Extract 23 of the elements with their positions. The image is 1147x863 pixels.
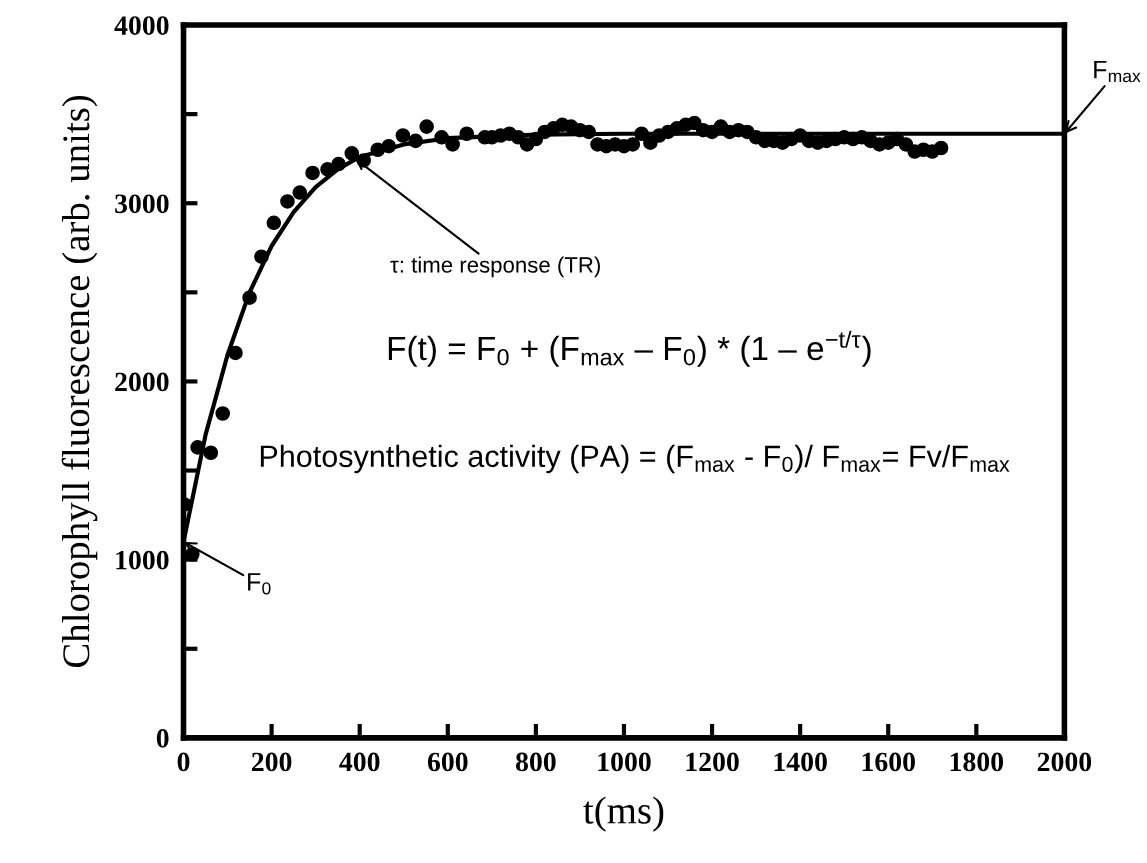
y-axis-title: Chlorophyll fluorescence (arb. units): [61, 95, 98, 668]
y-tick-label: 2000: [115, 372, 169, 392]
annotation: Photosynthetic activity (PA) = (F$_{max}$ - F$_{0}$)/ F$_{max}$= Fv/F$_{max}$: [260, 444, 1010, 474]
x-tick-label: 1000: [598, 752, 651, 772]
annotation: F$_{0}$: [248, 573, 271, 595]
x-tick-label: 1200: [686, 752, 739, 772]
x-tick-label: 600: [427, 752, 468, 772]
annotation: τ: time response (TR): [390, 256, 600, 278]
y-tick-label: 4000: [114, 16, 169, 35]
x-tick-label: 800: [515, 752, 556, 772]
y-tick-label: 3000: [115, 194, 169, 214]
x-tick-label: 1800: [950, 752, 1004, 772]
y-tick-label: 0: [156, 729, 169, 748]
x-tick-label: 2000: [1037, 752, 1092, 772]
x-tick-label: 400: [339, 752, 380, 772]
x-tick-label: 1600: [862, 752, 915, 772]
x-axis-title: t(ms): [583, 796, 664, 832]
y-tick-label: 1000: [116, 550, 169, 570]
text: F(t) = F$_{0}$ + (F$_{max}$ – F$_{0}$) * (1 – e$^{−t/τ}$): [388, 330, 871, 367]
x-tick-label: 200: [251, 752, 292, 772]
annotation: F$_{max}$: [1094, 60, 1141, 83]
x-tick-label: 0: [177, 752, 190, 772]
x-tick-label: 1400: [774, 752, 827, 772]
